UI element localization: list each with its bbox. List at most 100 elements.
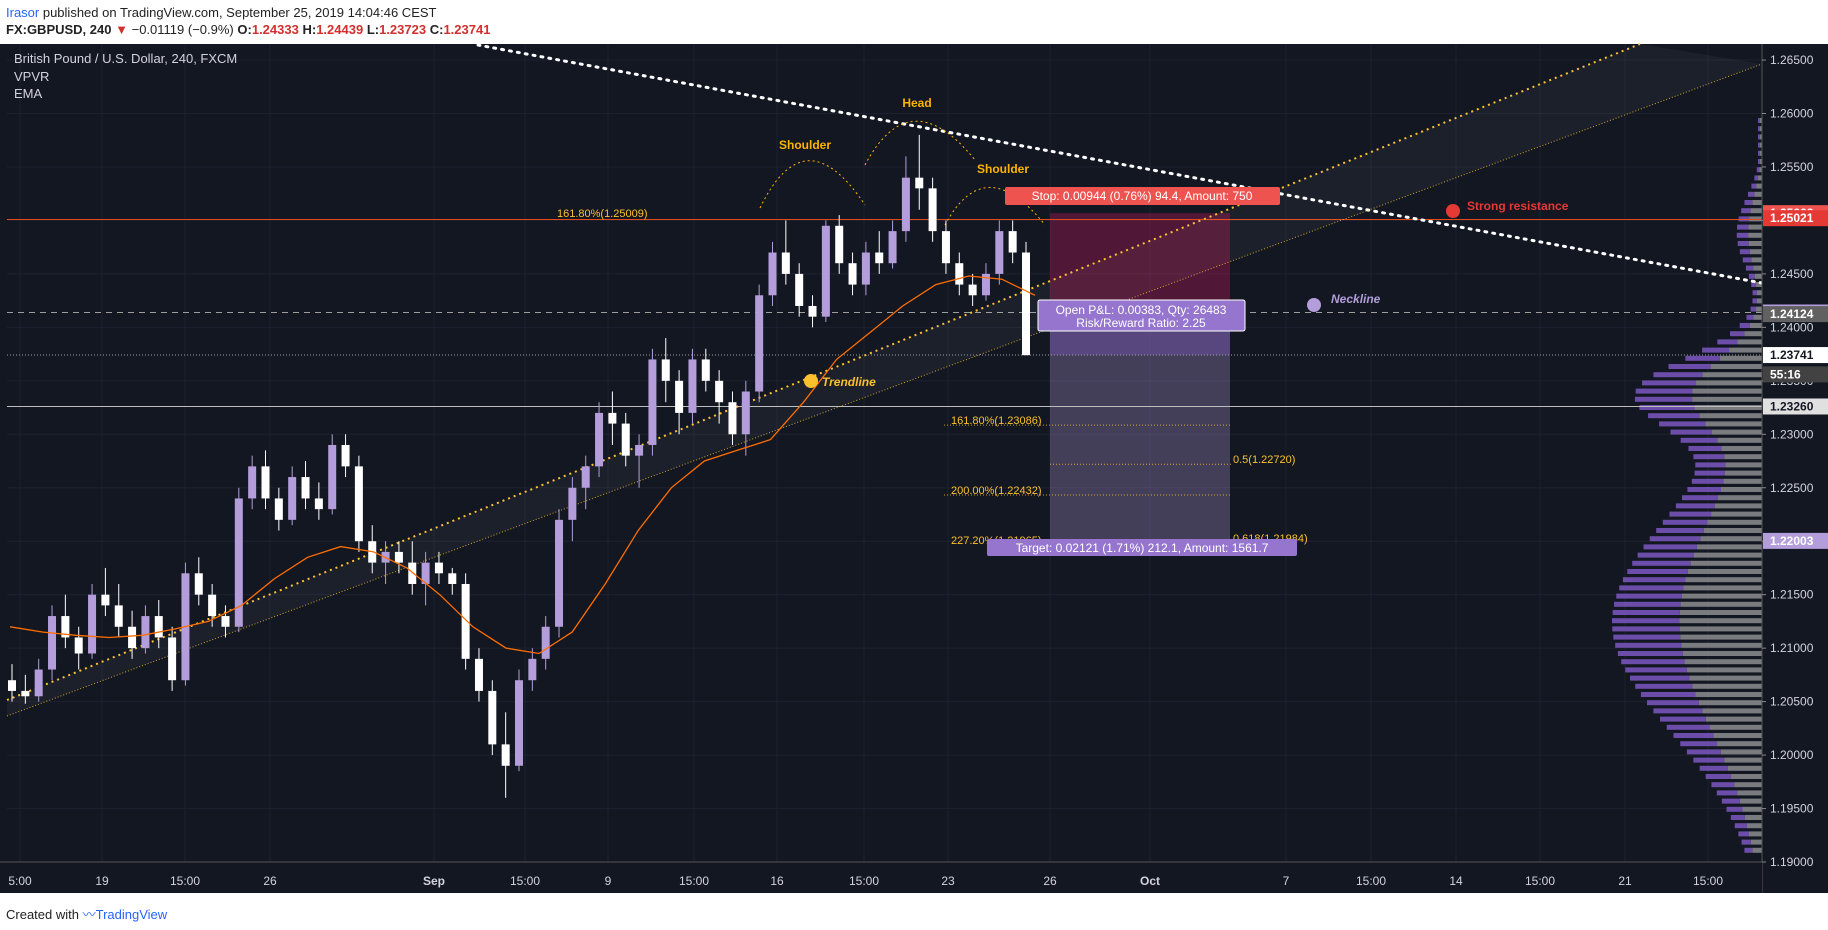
vpvr-bar-up: [1622, 577, 1686, 583]
volume-profile: [1612, 118, 1762, 853]
vpvr-bar-down: [1681, 642, 1762, 648]
price-tick-label: 1.21500: [1770, 588, 1814, 602]
candle: [928, 188, 937, 232]
vpvr-bar-down: [1679, 618, 1762, 624]
price-label: 1.22003: [1770, 534, 1814, 548]
vpvr-bar-up: [1752, 290, 1757, 296]
price-tick-label: 1.20500: [1770, 695, 1814, 709]
price-label: 1.23260: [1770, 399, 1814, 413]
vpvr-bar-down: [1711, 511, 1762, 517]
vpvr-bar-down: [1683, 585, 1762, 591]
candle: [701, 359, 710, 381]
price-tick-label: 1.24000: [1770, 320, 1814, 334]
candle: [221, 616, 230, 627]
price-label-bg: [1763, 210, 1828, 227]
left-shoulder-arc: [759, 160, 866, 209]
price-tick-label: 1.22500: [1770, 481, 1814, 495]
vpvr-bar-down: [1687, 569, 1762, 574]
vpvr-bar-up: [1693, 757, 1725, 763]
candle: [168, 637, 177, 681]
time-tick-label: 7: [1283, 874, 1290, 888]
candle: [595, 412, 604, 467]
vpvr-bar-up: [1739, 249, 1750, 255]
chart-pane[interactable]: [0, 44, 1828, 893]
indicator-ema[interactable]: EMA: [14, 86, 43, 101]
candle: [61, 616, 70, 638]
fib-label: 161.80%(1.23086): [951, 415, 1042, 427]
indicator-vpvr[interactable]: VPVR: [14, 69, 49, 84]
vpvr-bar-down: [1748, 241, 1762, 246]
vpvr-bar-up: [1686, 749, 1721, 755]
candle: [101, 594, 110, 606]
candle: [314, 498, 323, 510]
pnl-label: Open P&L: 0.00383, Qty: 26483: [1056, 303, 1227, 317]
vpvr-bar-up: [1627, 569, 1688, 574]
vpvr-bar-up: [1742, 257, 1752, 263]
vpvr-bar-down: [1759, 159, 1762, 164]
rr-label: Risk/Reward Ratio: 2.25: [1076, 316, 1206, 330]
vpvr-bar-down: [1756, 183, 1762, 189]
vpvr-bar-down: [1710, 364, 1762, 369]
resistance-marker: [1446, 204, 1460, 218]
vpvr-bar-down: [1717, 495, 1762, 501]
price-axis[interactable]: 1.265001.260001.255001.250001.245001.240…: [1761, 44, 1828, 893]
candle: [301, 477, 310, 499]
vpvr-bar-up: [1662, 519, 1708, 525]
time-tick-label: 26: [263, 874, 277, 888]
vpvr-bar-down: [1731, 774, 1762, 779]
time-axis-bg: [0, 862, 1762, 893]
vpvr-bar-down: [1752, 200, 1762, 205]
vpvr-bar-down: [1729, 347, 1762, 353]
vpvr-bar-down: [1705, 716, 1762, 722]
fib-label: 161.80%(1.25009): [557, 208, 648, 220]
tradingview-link[interactable]: TradingView: [95, 907, 168, 922]
candle: [114, 605, 123, 627]
candle: [875, 252, 884, 264]
footer: Created with 〰TradingView: [6, 904, 167, 923]
neckline-marker: [1307, 298, 1321, 312]
time-tick-label: 9: [605, 874, 612, 888]
vpvr-bar-up: [1673, 733, 1714, 738]
time-tick-label: Sep: [423, 874, 445, 888]
vpvr-bar-up: [1681, 495, 1718, 501]
pnl-label-bg: [1037, 299, 1246, 332]
candle: [328, 444, 337, 510]
vpvr-bar-down: [1684, 659, 1762, 665]
price-tick-label: 1.20000: [1770, 748, 1814, 762]
candle: [408, 562, 417, 584]
vpvr-bar-up: [1738, 831, 1749, 837]
vpvr-bar-up: [1659, 716, 1706, 722]
author-link[interactable]: Irasor: [6, 5, 40, 20]
candle: [341, 444, 350, 467]
time-axis[interactable]: 5:00 19 15:00 26 Sep 15:00 9 15:00 16 15:00 23 26 Oc…: [0, 861, 1762, 893]
close-value: 1.23741: [443, 22, 491, 37]
candle: [274, 498, 283, 520]
fib-label: 200.00%(1.22432): [951, 485, 1042, 497]
price-label-bg: [1763, 532, 1828, 549]
time-tick-label: 19: [95, 874, 109, 888]
price-tick-label: 1.21000: [1770, 641, 1814, 655]
symbol-label: FX:GBPUSD, 240: [6, 22, 112, 37]
candle: [568, 487, 577, 520]
vpvr-bar-down: [1725, 462, 1762, 468]
stop-label: Stop: 0.00944 (0.76%) 94.4, Amount: 750: [1032, 189, 1253, 203]
left-shoulder-label: Shoulder: [779, 138, 831, 152]
candle: [981, 273, 990, 296]
candle: [848, 263, 857, 285]
vpvr-bar-up: [1659, 421, 1706, 427]
candle: [941, 231, 950, 264]
vpvr-bar-down: [1717, 741, 1762, 747]
high-value: 1.24439: [316, 22, 364, 37]
channel-line: [6, 63, 1763, 717]
vpvr-bar-up: [1758, 118, 1760, 123]
vpvr-bar-up: [1629, 675, 1690, 681]
vpvr-bar-up: [1615, 642, 1682, 648]
time-tick-label: 15:00: [170, 874, 200, 888]
stop-label-bg: [1005, 187, 1280, 205]
vpvr-bar-down: [1694, 405, 1762, 410]
candle: [88, 594, 97, 654]
open-label: O:: [237, 22, 252, 37]
high-label: H:: [302, 22, 317, 37]
vpvr-bar-down: [1749, 249, 1762, 255]
